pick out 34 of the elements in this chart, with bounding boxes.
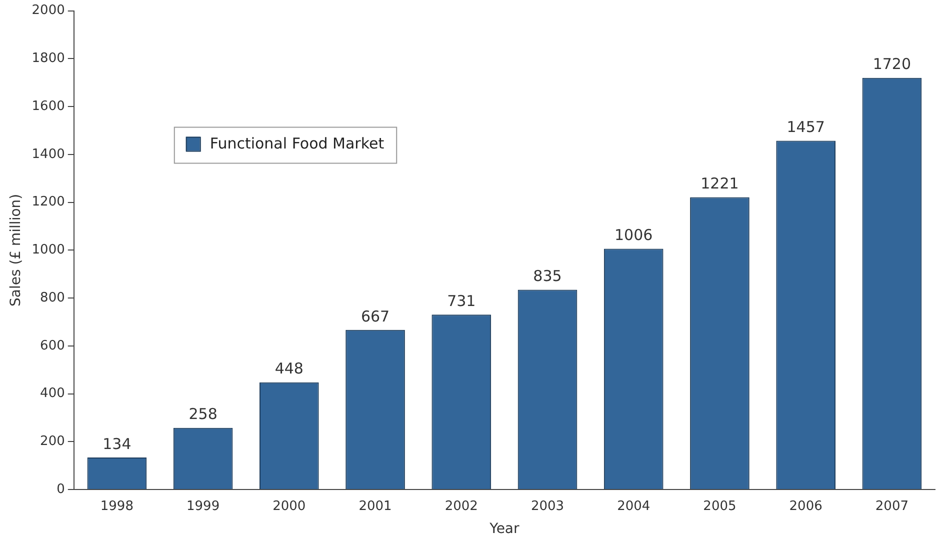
data-label: 1457 [786,118,825,136]
y-tick-label: 1200 [32,194,65,210]
y-tick-label: 800 [40,290,65,306]
y-tick-label: 1600 [32,98,65,114]
x-tick-label: 2005 [703,498,736,514]
x-tick-label: 2003 [530,498,564,514]
x-tick-label: 2001 [358,498,392,514]
x-axis-title: Year [488,521,520,538]
data-label: 835 [533,267,562,286]
data-label: 731 [447,292,476,310]
data-label: 134 [102,434,132,453]
y-tick-label: 1000 [32,242,65,258]
x-tick-label: 2002 [444,498,478,514]
y-tick-label: 0 [56,482,65,497]
data-label: 1720 [872,55,912,74]
x-tick-label: 1998 [100,498,134,514]
x-tick-label: 2007 [875,498,908,514]
y-tick-label: 2000 [32,3,65,18]
data-label: 667 [360,307,390,326]
x-tick-label: 2000 [272,498,306,514]
y-tick-label: 1800 [32,51,65,66]
y-tick-label: 1400 [32,146,65,162]
x-tick-label: 2006 [789,498,822,514]
y-axis-title: Sales (£ million) [8,194,24,307]
legend-label: Functional Food Market [210,134,384,153]
x-tick-label: 1999 [186,498,220,514]
y-tick-label: 200 [40,434,65,450]
y-tick-label: 600 [40,338,65,354]
data-label: 448 [274,360,304,378]
data-label: 1006 [614,226,653,244]
data-label: 258 [188,405,218,424]
x-tick-label: 2004 [617,498,650,514]
data-label: 1221 [700,174,739,193]
y-tick-label: 400 [40,386,65,402]
